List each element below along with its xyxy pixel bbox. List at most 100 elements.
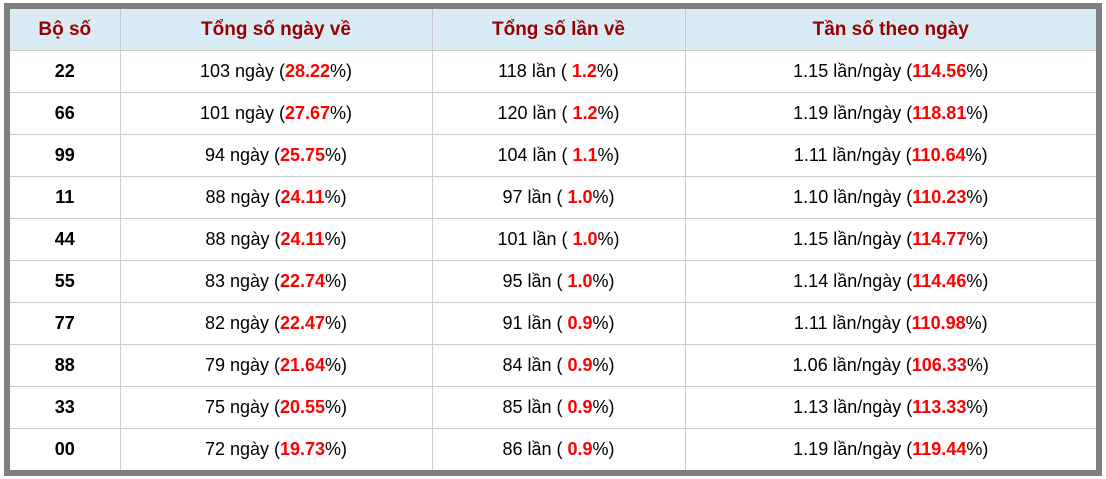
days-suffix: %) [330,61,353,81]
frequency-percentage: 114.56 [912,61,967,81]
daily-frequency-cell: 1.14 lần/ngày (114.46%) [684,260,1096,303]
times-percentage: 0.9 [567,439,593,459]
pair-number-cell: 33 [10,386,121,429]
table-row: 33 75 ngày (20.55%) 85 lần ( 0.9%) 1.13 … [10,386,1096,429]
pair-number-cell: 99 [10,134,121,177]
times-suffix: %) [597,229,620,249]
times-text: 95 lần ( [502,271,568,291]
frequency-text: 1.19 lần/ngày ( [793,439,913,459]
frequency-text: 1.15 lần/ngày ( [793,229,913,249]
total-days-cell: 88 ngày (24.11%) [119,218,433,261]
times-percentage: 0.9 [567,397,593,417]
times-text: 91 lần ( [502,313,568,333]
pair-number-cell: 44 [10,218,121,261]
table-body: 22 103 ngày (28.22%) 118 lần ( 1.2%) 1.1… [10,50,1096,470]
days-suffix: %) [325,355,348,375]
times-text: 84 lần ( [502,355,568,375]
table-header-row: Bộ số Tổng số ngày về Tổng số lần về Tần… [10,9,1096,51]
frequency-suffix: %) [966,439,989,459]
table-row: 66 101 ngày (27.67%) 120 lần ( 1.2%) 1.1… [10,92,1096,135]
total-times-cell: 84 lần ( 0.9%) [431,344,686,387]
pair-number: 88 [54,355,75,375]
daily-frequency-cell: 1.15 lần/ngày (114.77%) [684,218,1096,261]
column-header-total-days: Tổng số ngày về [119,9,433,51]
pair-number-cell: 22 [10,50,121,93]
pair-number: 44 [54,229,75,249]
table-row: 88 79 ngày (21.64%) 84 lần ( 0.9%) 1.06 … [10,344,1096,387]
lottery-statistics-panel: Bộ số Tổng số ngày về Tổng số lần về Tần… [4,3,1102,476]
frequency-text: 1.19 lần/ngày ( [793,103,913,123]
frequency-text: 1.11 lần/ngày ( [793,145,912,165]
days-percentage: 22.74 [280,271,326,291]
total-times-cell: 101 lần ( 1.0%) [431,218,686,261]
table-row: 11 88 ngày (24.11%) 97 lần ( 1.0%) 1.10 … [10,176,1096,219]
daily-frequency-cell: 1.10 lần/ngày (110.23%) [684,176,1096,219]
times-text: 104 lần ( [497,145,573,165]
daily-frequency-cell: 1.06 lần/ngày (106.33%) [684,344,1096,387]
column-header-total-times: Tổng số lần về [431,9,686,51]
times-text: 97 lần ( [502,187,568,207]
days-text: 88 ngày ( [205,229,281,249]
times-percentage: 1.1 [572,145,598,165]
pair-number-cell: 11 [10,176,121,219]
pair-number: 77 [54,313,75,333]
frequency-percentage: 110.23 [912,187,967,207]
total-days-cell: 72 ngày (19.73%) [119,428,433,470]
times-text: 118 lần ( [498,61,572,81]
days-suffix: %) [325,145,348,165]
frequency-suffix: %) [965,313,988,333]
times-text: 101 lần ( [497,229,573,249]
days-percentage: 19.73 [280,439,326,459]
days-suffix: %) [325,271,348,291]
total-times-cell: 86 lần ( 0.9%) [431,428,686,470]
frequency-percentage: 113.33 [912,397,967,417]
frequency-text: 1.06 lần/ngày ( [792,355,912,375]
days-text: 94 ngày ( [204,145,280,165]
table-header: Bộ số Tổng số ngày về Tổng số lần về Tần… [10,9,1096,51]
total-days-cell: 94 ngày (25.75%) [119,134,433,177]
times-percentage: 1.2 [571,61,597,81]
frequency-percentage: 110.64 [911,145,966,165]
total-days-cell: 88 ngày (24.11%) [119,176,433,219]
days-text: 82 ngày ( [204,313,280,333]
total-days-cell: 83 ngày (22.74%) [119,260,433,303]
total-times-cell: 85 lần ( 0.9%) [431,386,686,429]
total-days-cell: 82 ngày (22.47%) [119,302,433,345]
statistics-table: Bộ số Tổng số ngày về Tổng số lần về Tần… [10,9,1096,470]
pair-number-cell: 77 [10,302,121,345]
days-suffix: %) [324,187,347,207]
total-times-cell: 91 lần ( 0.9%) [431,302,686,345]
frequency-suffix: %) [965,145,988,165]
pair-number: 33 [54,397,75,417]
column-header-daily-frequency: Tần số theo ngày [684,9,1096,51]
total-times-cell: 97 lần ( 1.0%) [431,176,686,219]
frequency-suffix: %) [966,229,989,249]
daily-frequency-cell: 1.11 lần/ngày (110.64%) [684,134,1096,177]
days-percentage: 22.47 [280,313,326,333]
total-times-cell: 118 lần ( 1.2%) [431,50,686,93]
days-text: 83 ngày ( [204,271,280,291]
total-days-cell: 101 ngày (27.67%) [119,92,433,135]
table-row: 55 83 ngày (22.74%) 95 lần ( 1.0%) 1.14 … [10,260,1096,303]
times-suffix: %) [592,355,615,375]
column-header-pair-number: Bộ số [10,9,121,51]
pair-number-cell: 55 [10,260,121,303]
times-suffix: %) [596,61,619,81]
times-percentage: 1.2 [572,103,598,123]
days-suffix: %) [325,313,348,333]
times-percentage: 1.0 [567,271,593,291]
frequency-percentage: 119.44 [912,439,967,459]
pair-number: 00 [54,439,75,459]
table-row: 22 103 ngày (28.22%) 118 lần ( 1.2%) 1.1… [10,50,1096,93]
days-text: 101 ngày ( [199,103,285,123]
times-suffix: %) [592,439,615,459]
days-percentage: 27.67 [285,103,331,123]
times-percentage: 1.0 [572,229,598,249]
daily-frequency-cell: 1.19 lần/ngày (119.44%) [684,428,1096,470]
daily-frequency-cell: 1.15 lần/ngày (114.56%) [684,50,1096,93]
pair-number-cell: 88 [10,344,121,387]
frequency-percentage: 106.33 [911,355,967,375]
times-text: 86 lần ( [502,439,568,459]
frequency-text: 1.13 lần/ngày ( [793,397,913,417]
pair-number: 99 [54,145,75,165]
